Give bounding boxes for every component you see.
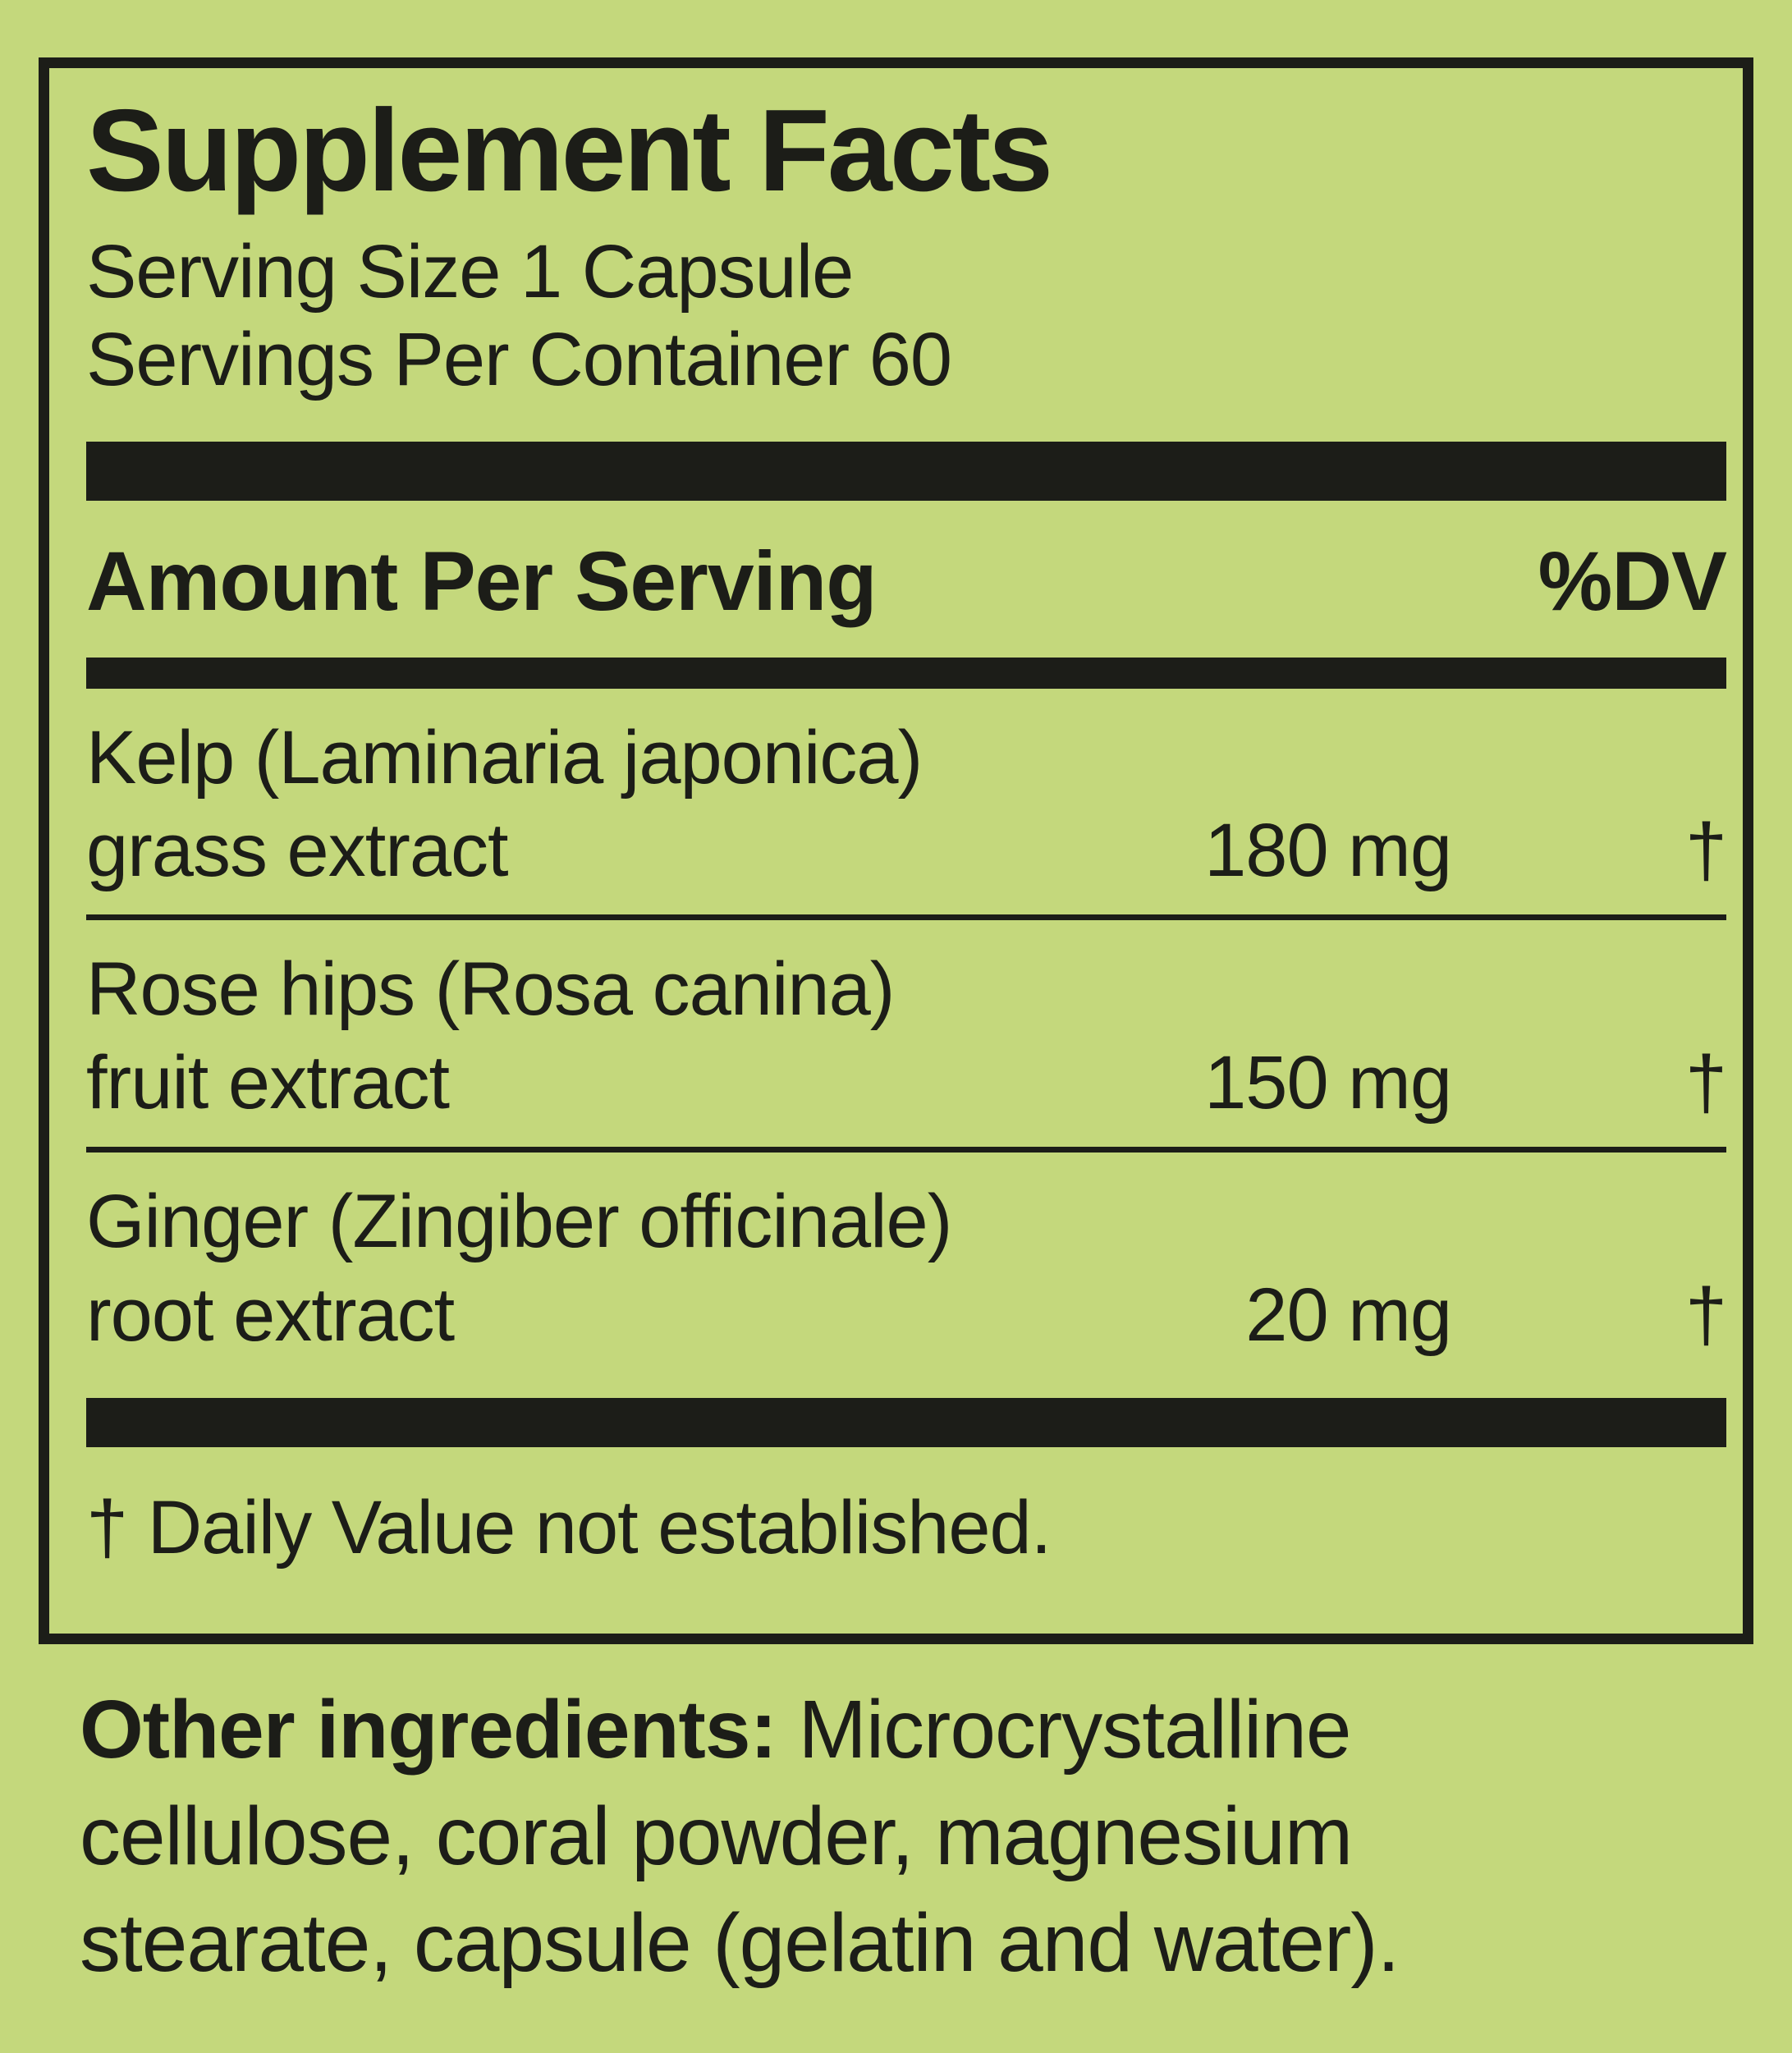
- supplement-facts-panel: Supplement Facts Serving Size 1 Capsule …: [39, 57, 1753, 1644]
- panel-title: Supplement Facts: [86, 85, 1053, 216]
- ingredient-part: fruit extract: [86, 1040, 450, 1125]
- ingredient-part: grass extract: [86, 809, 509, 893]
- ingredient-part: root extract: [86, 1272, 455, 1357]
- column-header-amount-per-serving: Amount Per Serving: [86, 534, 878, 628]
- ingredient-botanical-name: Kelp (Laminaria japonica): [86, 715, 923, 800]
- ingredient-detail-line: grass extract 180 mg †: [86, 808, 1727, 895]
- ingredient-row-ginger: Ginger (Zingiber officinale) root extrac…: [86, 1153, 1727, 1379]
- table-header-row: Amount Per Serving %DV: [86, 534, 1727, 630]
- ingredient-dv-dagger: †: [1684, 809, 1727, 893]
- ingredient-amount: 150 mg: [1204, 1040, 1452, 1125]
- other-ingredients-line3: stearate, capsule (gelatin and water).: [80, 1897, 1400, 1989]
- daily-value-footnote: † Daily Value not established.: [86, 1486, 1052, 1570]
- ingredient-botanical-name: Rose hips (Rosa canina): [86, 947, 895, 1032]
- ingredient-amount: 20 mg: [1245, 1272, 1452, 1357]
- ingredient-dv-dagger: †: [1684, 1272, 1727, 1357]
- ingredient-amount: 180 mg: [1204, 809, 1452, 893]
- divider-medium: [86, 657, 1726, 689]
- column-header-percent-dv: %DV: [1538, 534, 1727, 628]
- ingredient-botanical-name: Ginger (Zingiber officinale): [86, 1179, 952, 1263]
- divider-thick-top: [86, 441, 1726, 501]
- other-ingredients-line1: Microcrystalline: [776, 1684, 1352, 1776]
- other-ingredients-line2: cellulose, coral powder, magnesium: [80, 1790, 1353, 1882]
- ingredient-dv-dagger: †: [1684, 1040, 1727, 1125]
- servings-per-container-line: Servings Per Container 60: [86, 317, 952, 401]
- other-ingredients-label: Other ingredients:: [80, 1684, 777, 1776]
- ingredient-detail-line: root extract 20 mg †: [86, 1272, 1727, 1359]
- other-ingredients-paragraph: Other ingredients: Microcrystalline cellu…: [80, 1676, 1738, 1996]
- ingredient-row-kelp: Kelp (Laminaria japonica) grass extract …: [86, 689, 1727, 921]
- serving-size-line: Serving Size 1 Capsule: [86, 230, 854, 314]
- ingredient-row-rose-hips: Rose hips (Rosa canina) fruit extract 15…: [86, 920, 1727, 1153]
- divider-thick-bottom: [86, 1398, 1726, 1448]
- ingredient-detail-line: fruit extract 150 mg †: [86, 1040, 1727, 1127]
